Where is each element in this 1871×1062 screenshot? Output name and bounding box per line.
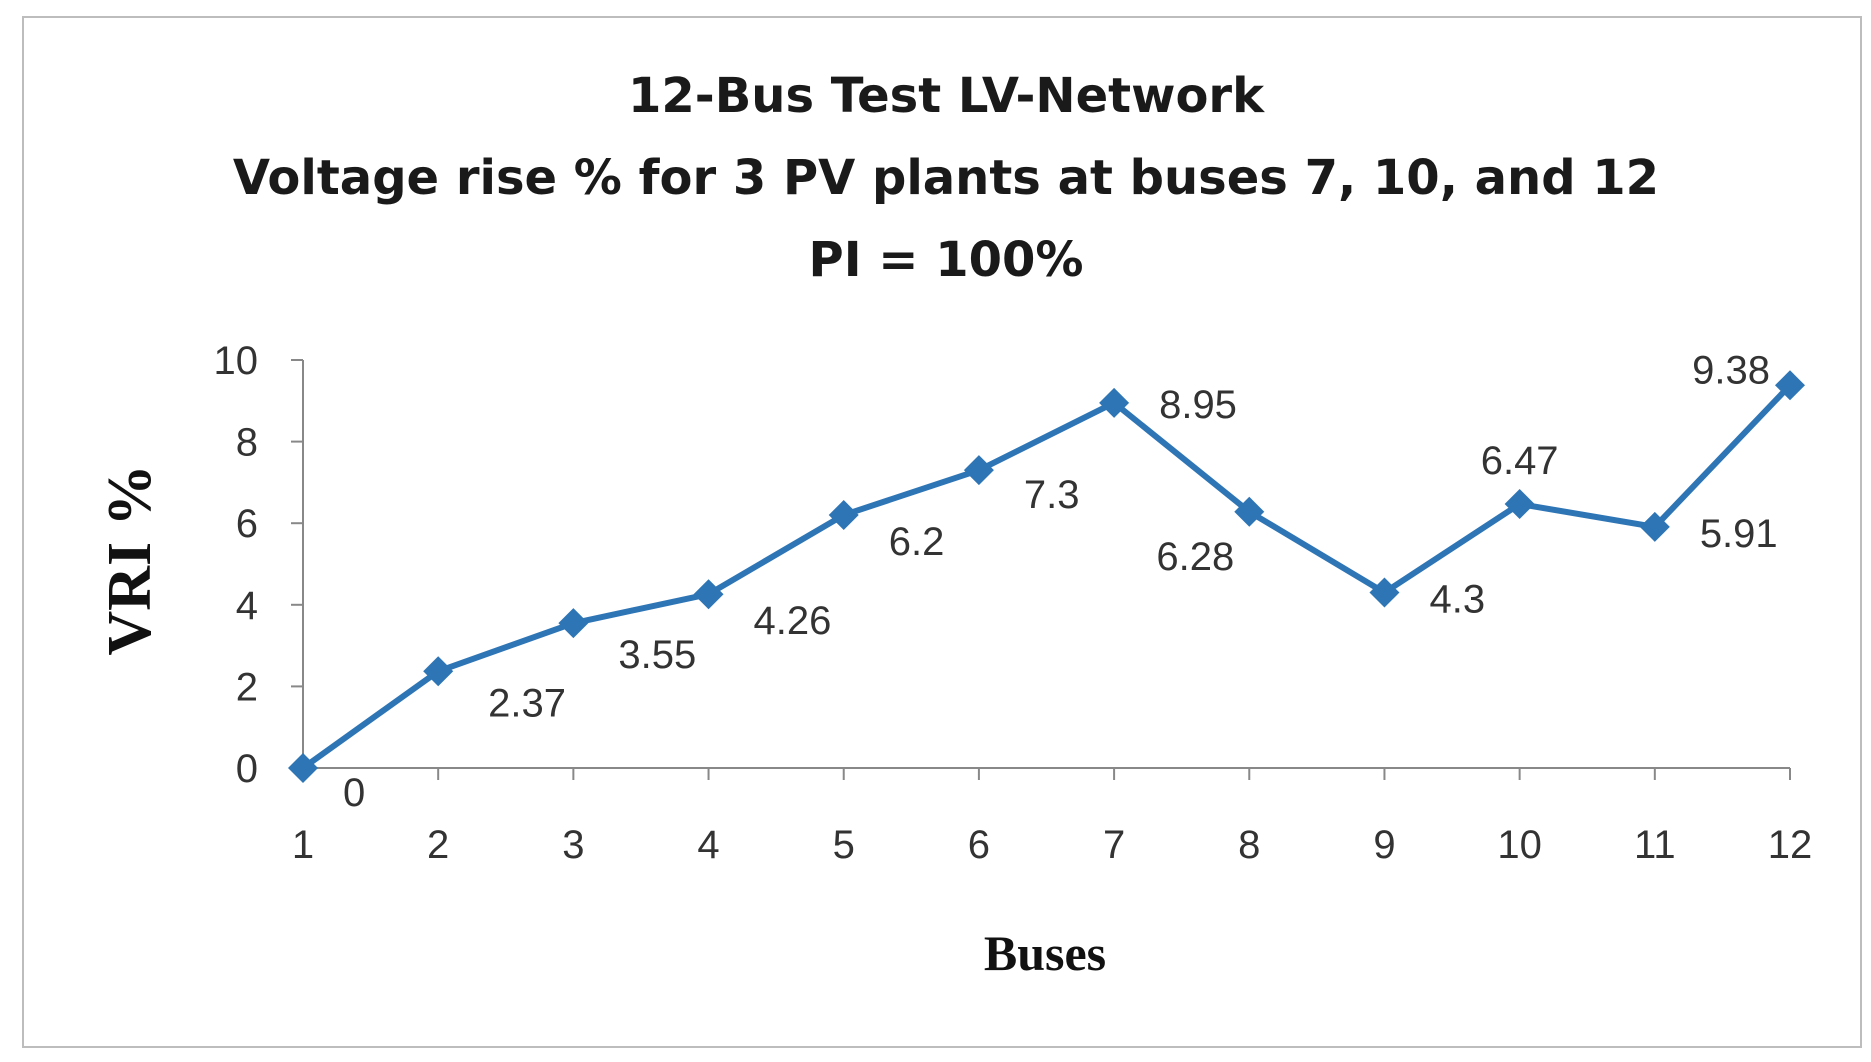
x-tick-label: 3: [562, 823, 584, 867]
data-label: 6.28: [1156, 535, 1234, 579]
data-label: 4.3: [1429, 578, 1485, 622]
data-label: 6.47: [1481, 439, 1559, 483]
data-label: 4.26: [754, 599, 832, 643]
series-line-group: [288, 370, 1805, 783]
y-tick-label: 8: [236, 421, 258, 465]
data-label: 2.37: [488, 681, 566, 725]
x-tick-label: 7: [1103, 823, 1125, 867]
data-label: 0: [343, 771, 365, 815]
data-point-marker: [423, 656, 454, 687]
y-tick-labels: 0 2 4 6 8 10: [214, 339, 303, 791]
y-tick-label: 10: [214, 339, 259, 383]
x-tick-label: 4: [697, 823, 719, 867]
data-point-marker: [558, 608, 589, 639]
data-point-marker: [1234, 496, 1265, 527]
data-label: 9.38: [1692, 348, 1770, 392]
data-point-marker: [1504, 489, 1535, 520]
data-point-marker: [1639, 511, 1670, 542]
data-labels: 0 2.37 3.55 4.26 6.2 7.3 8.95 6.28 4.3 6.47 5.91 9.…: [343, 348, 1778, 815]
data-point-marker: [828, 500, 859, 531]
x-tick-label: 6: [968, 823, 990, 867]
chart-frame: [22, 16, 1862, 1048]
data-point-marker: [963, 455, 994, 486]
chart-title-line-1: 12-Bus Test LV-Network: [628, 68, 1265, 124]
data-label: 7.3: [1024, 473, 1080, 517]
chart-title-line-3: PI = 100%: [809, 232, 1084, 288]
x-tick-label: 5: [833, 823, 855, 867]
chart-axes: [302, 360, 1790, 769]
data-point-marker: [1369, 577, 1400, 608]
data-point-marker: [288, 753, 318, 783]
data-point-marker: [693, 579, 724, 610]
x-tick-label: 2: [427, 823, 449, 867]
y-tick-label: 2: [236, 665, 258, 709]
x-tick-label: 11: [1634, 823, 1676, 867]
data-label: 5.91: [1700, 512, 1778, 556]
data-label: 8.95: [1159, 383, 1237, 427]
x-tick-label: 1: [292, 823, 314, 867]
x-axis-title: Buses: [984, 925, 1106, 981]
x-tick-label: 12: [1768, 823, 1813, 867]
y-axis-title: VRI %: [96, 464, 164, 655]
x-tick-label: 8: [1238, 823, 1260, 867]
data-label: 3.55: [618, 633, 696, 677]
y-tick-label: 6: [236, 502, 258, 546]
x-tick-labels: 1 2 3 4 5 6 7 8 9 10 11 12: [292, 768, 1812, 867]
data-point-marker: [1099, 387, 1130, 418]
chart-title: 12-Bus Test LV-Network Voltage rise % fo…: [233, 68, 1659, 288]
y-tick-label: 0: [236, 747, 258, 791]
x-tick-label: 10: [1497, 823, 1542, 867]
chart-title-line-2: Voltage rise % for 3 PV plants at buses …: [233, 150, 1659, 206]
y-tick-label: 4: [236, 584, 258, 628]
data-label: 6.2: [889, 520, 945, 564]
data-point-marker: [1775, 370, 1805, 401]
series-line: [301, 383, 1793, 771]
x-tick-label: 9: [1373, 823, 1395, 867]
